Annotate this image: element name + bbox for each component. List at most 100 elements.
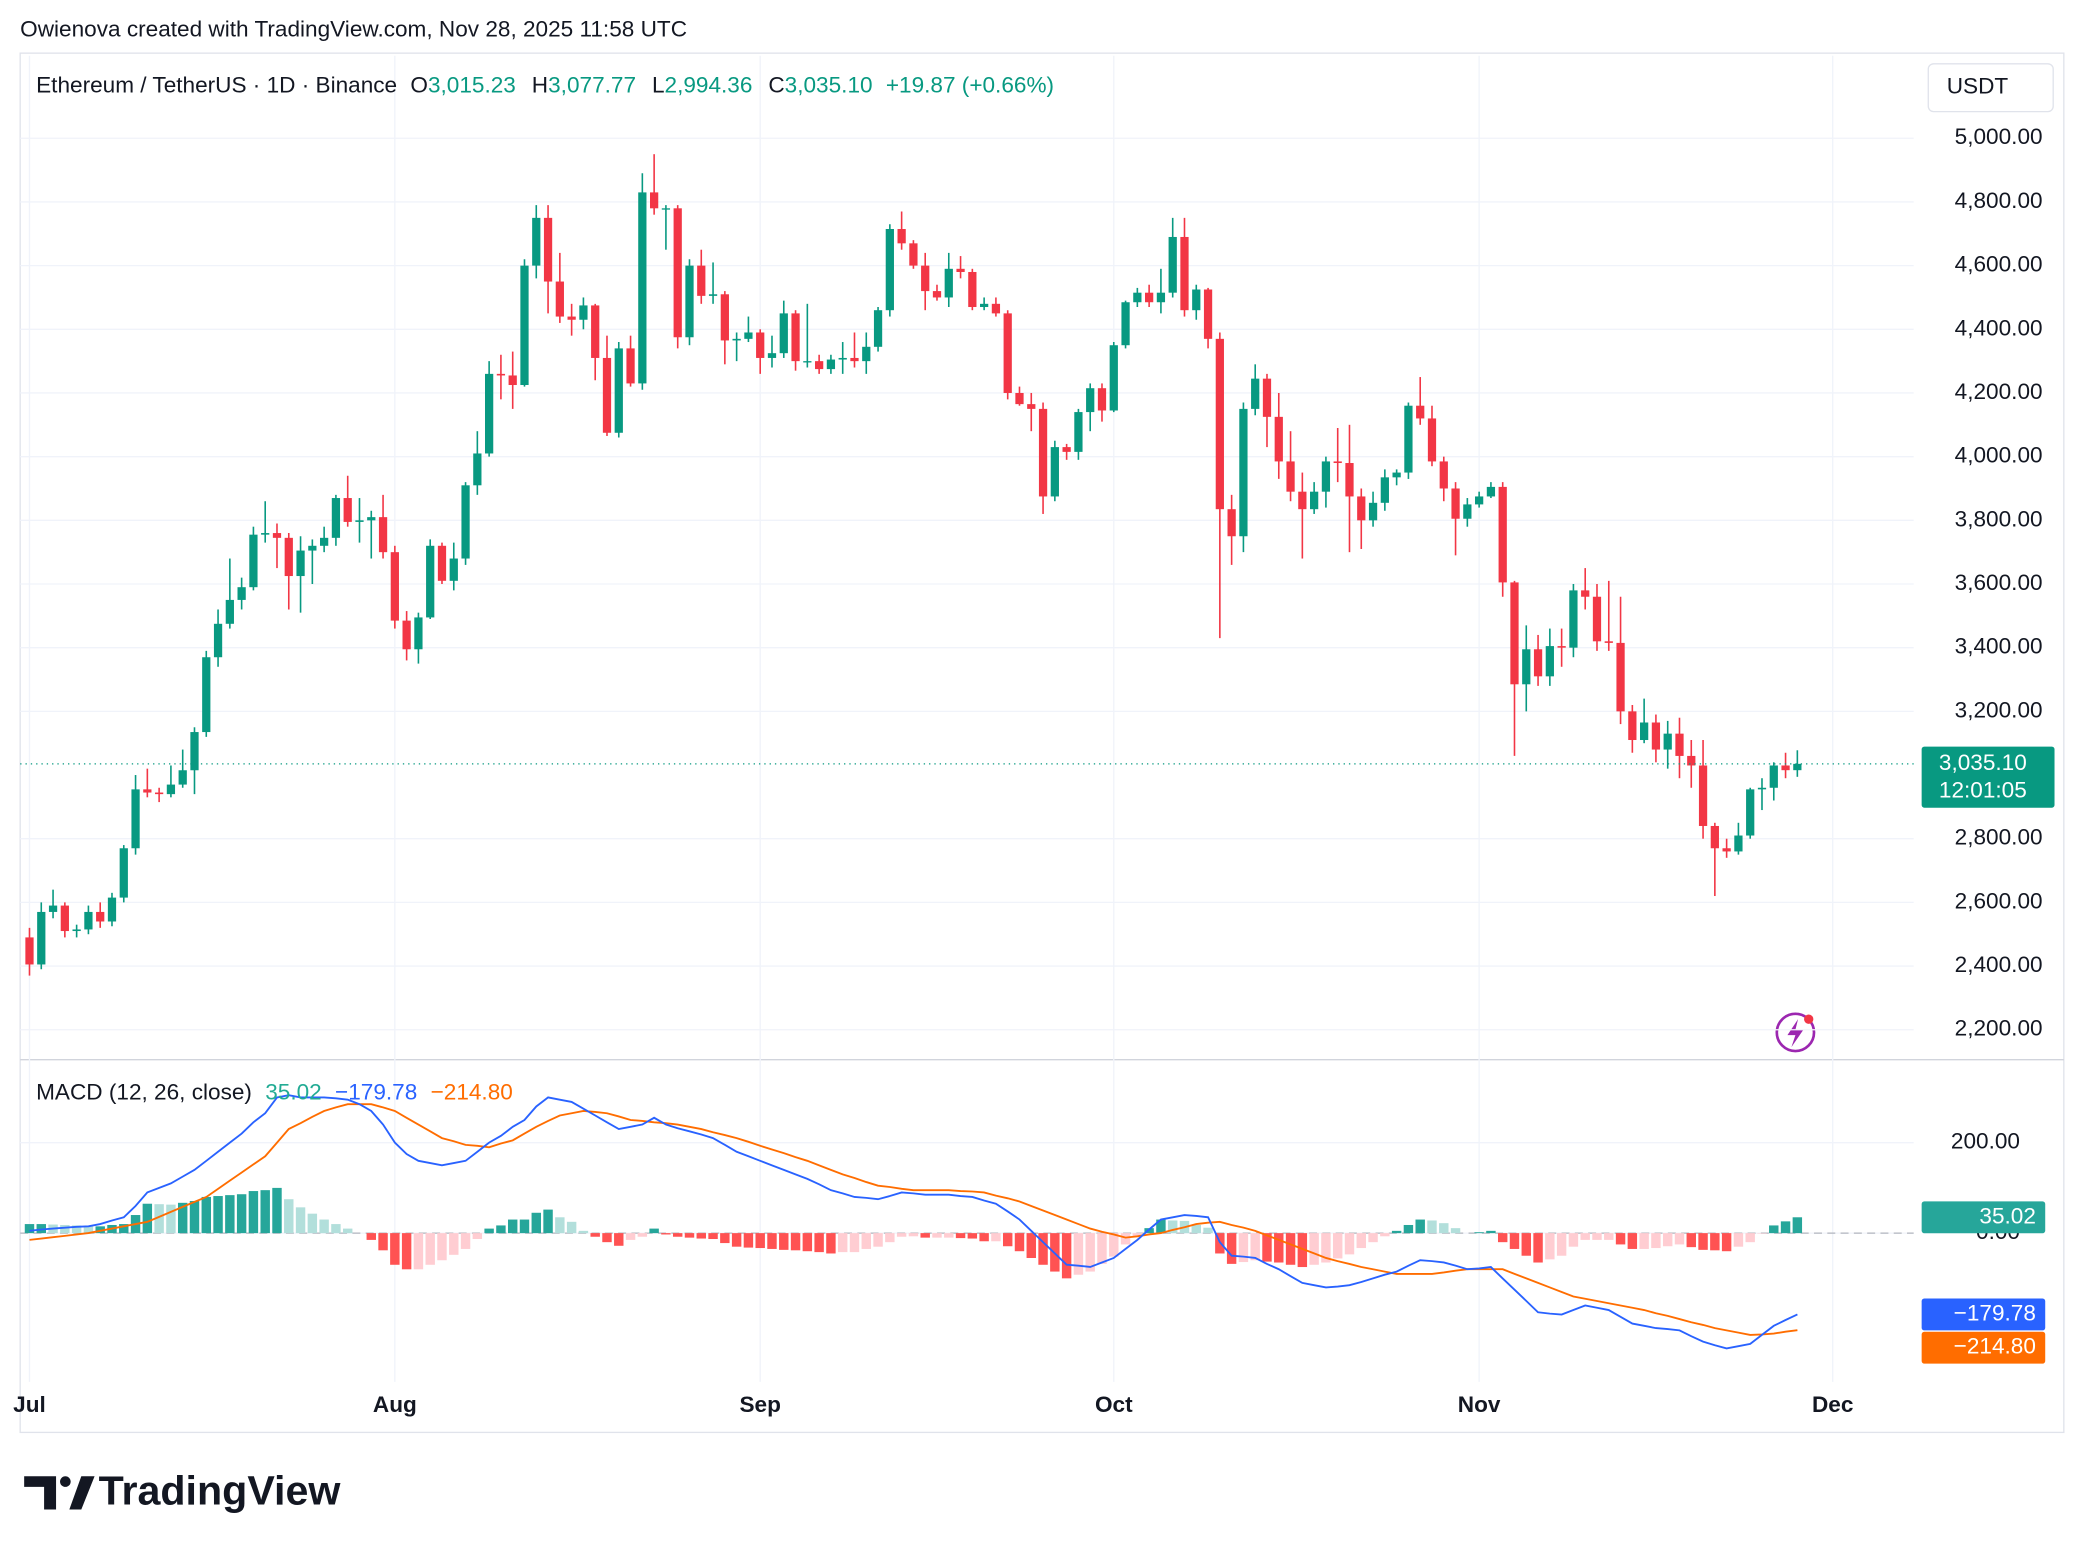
y-tick-label: 4,400.00 [1955,315,2043,340]
candle-body [862,346,871,362]
histogram-bar [1686,1233,1696,1248]
candle-body [1145,292,1154,303]
histogram-bar [1403,1224,1414,1234]
candle-body [1439,461,1448,489]
candle-body [437,545,447,581]
candle-body [1663,733,1672,750]
histogram-bar [837,1233,848,1253]
histogram-bar [861,1233,871,1249]
histogram-bar [967,1233,978,1239]
alert-icon[interactable] [1775,1012,1816,1053]
histogram-bar [1109,1233,1119,1257]
histogram-bar [1285,1233,1296,1265]
histogram-bar [1368,1233,1378,1243]
candle-body [1628,711,1637,741]
y-tick-label: 2,800.00 [1955,825,2043,850]
credit: Owienova created with TradingView.com, N… [20,17,687,42]
candle-body [543,217,553,282]
histogram-bar [1097,1233,1107,1264]
y-tick-label: 4,600.00 [1955,252,2043,277]
histogram-bar [119,1224,129,1234]
candle-body [1357,496,1366,521]
histogram-bar [1085,1233,1095,1272]
candle-body [1545,646,1554,677]
histogram-bar [767,1233,777,1249]
histogram-bar [1262,1233,1272,1262]
countdown-label: 12:01:05 [1939,778,2027,803]
histogram-bar [83,1226,94,1234]
histogram-bar [779,1233,789,1250]
histogram-bar [189,1201,200,1234]
candle-body [708,294,718,296]
candle-body [1581,590,1590,597]
candle-body [968,271,977,308]
candle-body [579,305,588,320]
histogram-bar [1769,1225,1779,1234]
histogram-bar [1580,1233,1590,1240]
histogram-bar [425,1233,435,1265]
candle-body [1486,486,1496,497]
legend-prefix: H [532,72,548,97]
histogram-bar [543,1209,553,1234]
candle-body [426,545,435,618]
x-tick-label: Jul [13,1392,46,1417]
candle-body [980,303,989,308]
logo-slash [69,1476,95,1510]
histogram-bar [531,1212,541,1234]
candle-body [1722,848,1731,852]
histogram-bar [401,1233,412,1270]
candle-body [343,498,352,522]
histogram-bar [696,1233,706,1239]
candle-body [1781,765,1790,771]
candle-body [732,338,741,341]
legend-change: +19.87 (+0.66%) [886,72,1054,97]
histogram-bar [1002,1233,1013,1247]
candle-body [1109,345,1118,411]
candle-body [673,208,682,338]
histogram-bar [590,1233,600,1237]
candle-body [1557,646,1566,648]
histogram-bar [213,1196,223,1234]
candle-body [96,911,105,922]
candle-body [1133,292,1142,303]
histogram-bar [1191,1224,1201,1234]
candle-body [296,550,305,577]
histogram-bar [1509,1233,1520,1249]
candle-body [1451,488,1460,519]
histogram-bar [24,1224,35,1234]
currency-button[interactable] [1927,63,2054,113]
candle-body [1404,405,1413,473]
candle-body [225,599,234,624]
histogram-bar [602,1233,612,1243]
candle-body [178,770,187,785]
macd-tick-label: 200.00 [1951,1129,2020,1154]
histogram-bar [944,1233,954,1238]
candle-body [1298,491,1307,510]
histogram-bar [1380,1233,1390,1237]
candle-body [1604,641,1613,643]
candle-body [72,929,81,932]
candle-body [1475,496,1484,505]
histogram-bar [1321,1233,1331,1263]
histogram-bar [991,1233,1001,1242]
candle-body [779,313,788,354]
macd-line [29,1094,1798,1350]
candle-body [1239,408,1248,537]
candle-body [744,332,753,339]
histogram-bar [225,1195,235,1234]
histogram-bar [1474,1232,1484,1234]
last-price-label: 3,035.10 [1939,750,2027,775]
histogram-bar [248,1191,259,1234]
histogram-bar [142,1203,153,1234]
candle-body [485,373,494,454]
histogram-bar [1592,1233,1602,1240]
candle-body [767,353,777,358]
histogram-bar [390,1233,400,1265]
histogram-bar [331,1224,341,1234]
candle-body [473,453,482,486]
histogram-bar [661,1233,671,1235]
currency-label[interactable]: USDT [1947,74,2009,99]
histogram-bar [1274,1233,1284,1263]
candle-body [838,357,847,360]
